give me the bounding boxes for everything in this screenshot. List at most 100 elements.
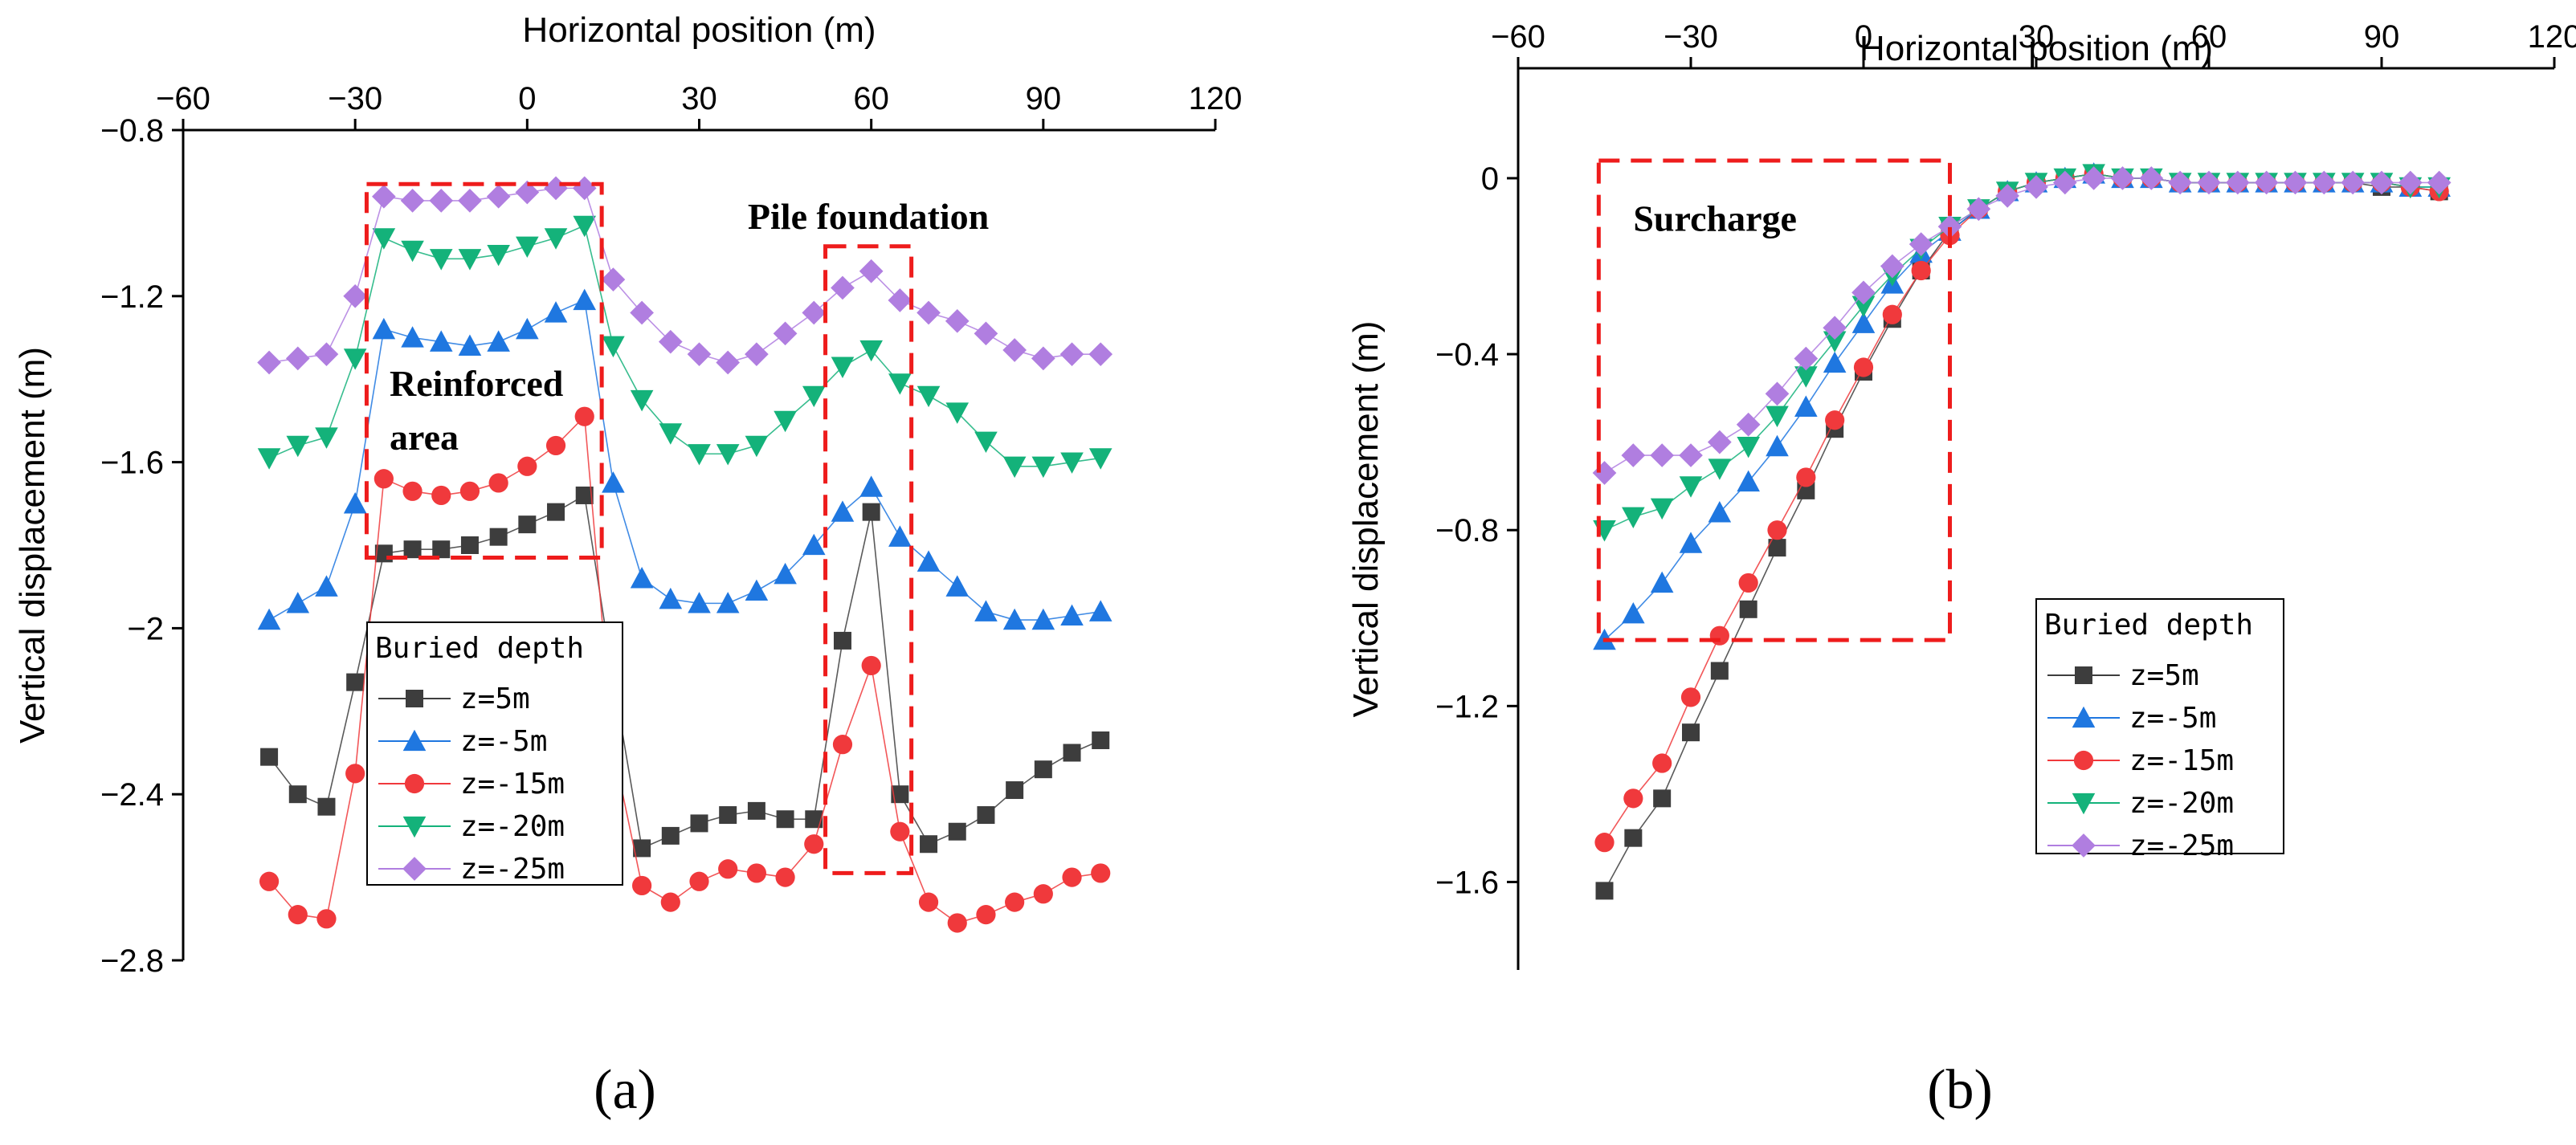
data-point-z=-25m xyxy=(343,283,368,308)
data-point-z=5m xyxy=(575,486,594,504)
data-point-z=-25m xyxy=(1880,254,1904,279)
data-point-z=-15m xyxy=(804,834,824,854)
y-tick-label: −2 xyxy=(127,611,164,646)
data-point-z=5m xyxy=(633,839,651,858)
data-point-z=-25m xyxy=(716,350,741,375)
data-point-z=-25m xyxy=(314,342,339,367)
x-tick-label: −30 xyxy=(328,81,382,116)
data-point-z=-25m xyxy=(1794,346,1819,371)
data-point-z=-25m xyxy=(1909,232,1933,256)
legend-box xyxy=(366,621,623,886)
data-point-z=5m xyxy=(1682,723,1700,742)
data-point-z=-20m xyxy=(1737,436,1760,458)
x-tick-label: 120 xyxy=(2528,19,2576,55)
data-point-z=-15m xyxy=(316,909,337,929)
data-point-z=-15m xyxy=(1825,410,1845,430)
data-point-z=-15m xyxy=(345,764,365,784)
data-point-z=-15m xyxy=(660,892,680,912)
data-point-z=-15m xyxy=(1796,467,1816,487)
data-point-z=-20m xyxy=(659,423,683,445)
data-point-z=5m xyxy=(776,810,794,829)
data-point-z=-5m xyxy=(1737,470,1760,492)
data-point-z=-25m xyxy=(601,267,626,291)
data-point-z=-25m xyxy=(2370,170,2394,195)
data-point-z=5m xyxy=(489,528,508,546)
data-point-z=-25m xyxy=(630,300,654,325)
data-point-z=-20m xyxy=(831,357,855,378)
y-axis-title: Vertical displacement (m) xyxy=(13,347,52,744)
data-point-z=-25m xyxy=(2168,170,2193,195)
data-point-z=-20m xyxy=(1060,452,1084,474)
data-point-z=-25m xyxy=(1679,443,1703,467)
data-point-z=-20m xyxy=(1851,295,1876,318)
data-point-z=-5m xyxy=(1679,532,1703,553)
data-point-z=-15m xyxy=(890,821,910,841)
data-point-z=-5m xyxy=(1650,571,1674,593)
data-point-z=-15m xyxy=(689,871,709,891)
data-point-z=-25m xyxy=(1031,346,1055,371)
highlight-region xyxy=(364,181,604,560)
data-point-z=-5m xyxy=(1060,604,1084,626)
legend-entry: z=-20m xyxy=(2129,787,2234,820)
data-point-z=-20m xyxy=(917,385,941,408)
data-point-z=-15m xyxy=(374,469,394,489)
data-point-z=-25m xyxy=(658,329,683,354)
data-point-z=-25m xyxy=(572,176,597,201)
data-point-z=-20m xyxy=(1622,507,1645,529)
annotation-text: Reinforced xyxy=(390,363,564,404)
data-point-z=-5m xyxy=(487,330,510,352)
data-point-z=-25m xyxy=(458,189,482,213)
data-point-z=5m xyxy=(403,540,422,559)
y-tick-label: 0 xyxy=(1481,161,1499,197)
data-point-z=-25m xyxy=(1937,214,1962,239)
data-point-z=-15m xyxy=(459,481,480,501)
series-line-z=-15m xyxy=(1603,173,2439,843)
data-point-z=-20m xyxy=(1031,456,1055,479)
legend-title: Buried depth xyxy=(2044,609,2253,642)
data-point-z=-15m xyxy=(746,863,766,883)
data-point-z=-5m xyxy=(1088,600,1112,621)
data-point-z=5m xyxy=(460,536,479,554)
data-point-z=-5m xyxy=(257,608,281,630)
x-tick-label: −60 xyxy=(1491,19,1545,55)
data-point-z=-25m xyxy=(888,288,912,312)
legend-marker-z=5m xyxy=(406,690,423,707)
annotation-text: area xyxy=(390,417,459,458)
data-point-z=-25m xyxy=(1851,280,1876,305)
data-point-z=-5m xyxy=(1766,434,1789,457)
data-point-z=5m xyxy=(518,515,537,534)
data-point-z=-5m xyxy=(888,525,912,547)
data-point-z=5m xyxy=(862,503,880,521)
data-point-z=-25m xyxy=(917,300,941,325)
data-point-z=-25m xyxy=(400,189,425,213)
data-point-z=5m xyxy=(1063,744,1081,762)
data-point-z=-25m xyxy=(974,321,998,346)
highlight-region xyxy=(823,244,914,875)
data-point-z=-15m xyxy=(918,892,939,912)
data-point-z=-15m xyxy=(947,913,967,933)
data-point-z=5m xyxy=(805,810,823,829)
x-axis-title: Horizontal position (m) xyxy=(1860,29,2213,68)
x-tick-label: 60 xyxy=(2191,19,2227,55)
data-point-z=-20m xyxy=(1679,476,1703,498)
data-point-z=-5m xyxy=(1002,608,1027,630)
data-point-z=-5m xyxy=(745,579,769,601)
x-tick-label: 0 xyxy=(518,81,536,116)
data-point-z=-20m xyxy=(516,236,539,259)
data-point-z=-25m xyxy=(486,184,511,209)
data-point-z=-20m xyxy=(401,240,424,263)
data-point-z=-5m xyxy=(286,592,310,613)
data-point-z=-15m xyxy=(1911,260,1931,281)
legend-marker-z=-5m xyxy=(402,729,427,752)
legend: Buried depth z=5m z=-5m z=-15m z=-20m z=-25m xyxy=(2035,598,2284,862)
data-point-z=5m xyxy=(346,673,365,691)
x-tick-label: −60 xyxy=(156,81,210,116)
data-point-z=-15m xyxy=(1738,572,1758,593)
data-point-z=-25m xyxy=(429,189,454,213)
data-point-z=-20m xyxy=(315,427,338,449)
data-point-z=-5m xyxy=(1031,608,1055,630)
legend-entry: z=-15m xyxy=(460,768,565,801)
data-point-z=-15m xyxy=(517,456,537,476)
y-tick-label: −2.8 xyxy=(100,943,164,979)
